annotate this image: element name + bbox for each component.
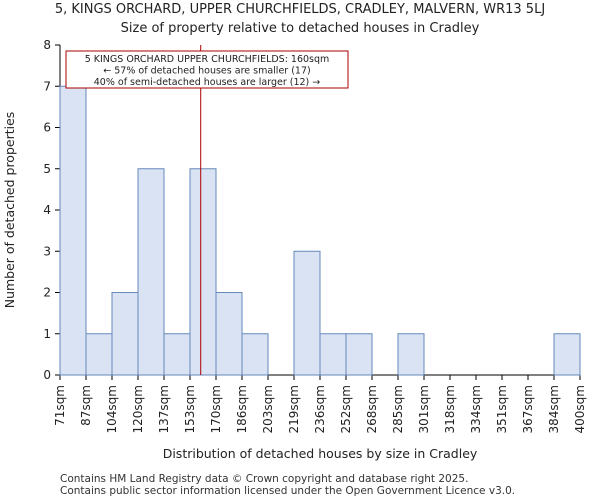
x-tick-label: 186sqm (235, 385, 249, 433)
histogram-chart: 5 KINGS ORCHARD UPPER CHURCHFIELDS: 160s… (2, 38, 587, 461)
x-tick-label: 301sqm (417, 385, 431, 433)
annotation-box (65, 50, 349, 89)
y-tick-label: 7 (43, 79, 51, 93)
footer-line-2: Contains public sector information licen… (60, 485, 516, 497)
x-tick-label: 367sqm (521, 385, 535, 433)
bar-186sqm (241, 333, 269, 376)
x-tick-label: 104sqm (105, 385, 119, 433)
x-axis-title: Distribution of detached houses by size … (163, 446, 478, 461)
bar-170sqm (215, 292, 243, 376)
annotation-line-2: ← 57% of detached houses are smaller (17… (103, 66, 310, 77)
bars-layer (59, 85, 581, 376)
x-tick-label: 252sqm (339, 385, 353, 433)
x-tick-label: 351sqm (495, 385, 509, 433)
x-tick-label: 384sqm (547, 385, 561, 433)
labels-layer: 0 1 2 3 4 5 6 7 8 71sqm 87sqm 104sqm 120sqm 137sqm 153… (2, 38, 587, 461)
bar-137sqm (163, 333, 191, 376)
y-tick-label: 8 (43, 38, 51, 52)
footer-line-1: Contains HM Land Registry data © Crown c… (60, 473, 469, 485)
chart-title: 5, KINGS ORCHARD, UPPER CHURCHFIELDS, CR… (54, 2, 546, 17)
y-tick-label: 3 (43, 244, 51, 258)
x-tick-label: 285sqm (391, 385, 405, 433)
x-tick-label: 400sqm (573, 385, 587, 433)
x-tick-label: 153sqm (183, 385, 197, 433)
bar-71sqm (59, 85, 87, 376)
y-tick-label: 1 (43, 327, 51, 341)
y-tick-label: 4 (43, 203, 51, 217)
y-tick-label: 2 (43, 286, 51, 300)
y-axis-title: Number of detached properties (2, 112, 17, 309)
x-tick-label: 268sqm (365, 385, 379, 433)
x-tick-label: 137sqm (157, 385, 171, 433)
chart-subtitle: Size of property relative to detached ho… (120, 21, 480, 36)
y-tick-label: 6 (43, 121, 51, 135)
annotation-line-1: 5 KINGS ORCHARD UPPER CHURCHFIELDS: 160s… (85, 54, 330, 65)
bar-120sqm (137, 168, 165, 376)
bar-104sqm (111, 292, 139, 376)
bar-153sqm (189, 168, 217, 376)
bar-384sqm (553, 333, 581, 376)
annotation-line-3: 40% of semi-detached houses are larger (… (94, 77, 321, 88)
annotation-layer: 5 KINGS ORCHARD UPPER CHURCHFIELDS: 160s… (65, 50, 349, 89)
y-tick-label: 5 (43, 162, 51, 176)
x-tick-label: 318sqm (443, 385, 457, 433)
x-tick-label: 236sqm (313, 385, 327, 433)
bar-285sqm (397, 333, 425, 376)
x-tick-label: 120sqm (131, 385, 145, 433)
x-tick-label: 87sqm (79, 385, 93, 426)
x-tick-label: 203sqm (261, 385, 275, 433)
x-tick-label: 334sqm (469, 385, 483, 433)
bar-252sqm (345, 333, 373, 376)
bar-236sqm (319, 333, 347, 376)
bar-87sqm (85, 333, 113, 376)
y-tick-label: 0 (43, 368, 51, 382)
x-tick-label: 170sqm (209, 385, 223, 433)
bar-219sqm (293, 250, 321, 376)
x-tick-label: 219sqm (287, 385, 301, 433)
x-tick-label: 71sqm (53, 385, 67, 426)
